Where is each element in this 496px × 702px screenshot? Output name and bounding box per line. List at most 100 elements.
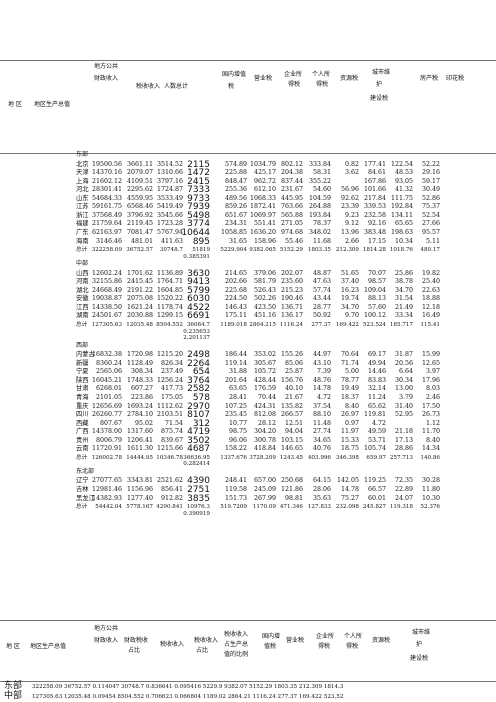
cell-value: 31.40 <box>394 402 413 410</box>
row-label: 甘肃 <box>76 385 89 393</box>
cell-value: 32155.86 <box>91 278 122 286</box>
cell-value: 1215.20 <box>156 351 183 359</box>
cell-value: 49.94 <box>367 359 386 367</box>
cell-value: 250.68 <box>280 477 303 485</box>
cell-value: 245.09 <box>253 486 276 493</box>
header-region: 地 区 <box>8 101 22 108</box>
cell-value: 255.36 <box>224 186 247 194</box>
cell-value: 158.22 <box>224 445 247 453</box>
cell-value: 2264 <box>187 358 210 369</box>
cell-value: 551.41 <box>253 220 276 228</box>
cell-value: 962.72 <box>253 177 276 185</box>
cell-value: 25.86 <box>394 269 413 277</box>
cell-value: 1814.28 <box>362 247 386 254</box>
summary-header-gdp: 地区生产总值 <box>30 643 67 650</box>
cell-value: 428.44 <box>253 376 276 384</box>
cell-value: 1206.41 <box>126 436 153 444</box>
cell-value: 119.81 <box>363 411 386 419</box>
cell-value: 18.37 <box>340 393 359 401</box>
cell-value: 2751 <box>187 485 210 495</box>
total-extra-row: 2.201137 <box>0 334 496 343</box>
cell-value: 859.26 <box>224 203 247 211</box>
cell-value: 37568.49 <box>91 211 122 219</box>
cell-value: 4.72 <box>371 419 386 427</box>
cell-value: 234.31 <box>224 220 247 228</box>
cell-value: 24668.49 <box>91 286 122 294</box>
cell-value: 16.49 <box>421 312 440 320</box>
cell-value: 19.82 <box>421 269 440 277</box>
cell-value: 10.34 <box>394 237 413 245</box>
row-label: 福建 <box>76 220 89 228</box>
table-row: 河南 32155.86 2415.45 1764.71 9413 202.66 581.79… <box>0 278 496 287</box>
cell-value: 6268.01 <box>95 385 122 393</box>
cell-value: 10976.3 <box>186 504 210 511</box>
table-row: 西藏 807.67 95.02 71.54 312 10.77 28.12 12.51 11.4… <box>0 419 496 429</box>
cell-value: 3343.81 <box>126 477 153 485</box>
total-row: 总计 54442.04 5778.167 4290.841 10976.3 519.720… <box>0 503 496 512</box>
cell-value: 14.46 <box>367 368 386 376</box>
summary-header-taxrev: 税收收入 <box>160 641 185 648</box>
cell-value: 119.25 <box>363 477 386 485</box>
cell-value: 41.32 <box>394 186 413 194</box>
cell-value: 30.49 <box>421 186 440 194</box>
cell-value: 7939 <box>187 202 210 213</box>
cell-value: 22.63 <box>421 286 440 294</box>
cell-value: 57.74 <box>312 286 331 294</box>
cell-value: 15.33 <box>340 436 359 444</box>
cell-value: 185.717 <box>389 322 413 328</box>
row-label: 湖南 <box>76 312 89 320</box>
cell-value: 38.78 <box>394 278 413 286</box>
cell-value: 8.40 <box>344 402 359 410</box>
cell-value: 35.63 <box>312 494 331 502</box>
cell-value: 84.61 <box>367 169 386 177</box>
summary-header-gdpshare3: 值的比例 <box>224 651 249 658</box>
cell-value: 169.422 <box>335 322 359 328</box>
total-extra-row: 0.235653 <box>0 328 496 337</box>
row-label: 四川 <box>76 411 89 419</box>
cell-value: 146.65 <box>280 445 303 453</box>
summary-header-gdpshare1: 税收收入 <box>224 631 249 638</box>
cell-value: 1170.09 <box>252 504 276 511</box>
cell-value: 14444.95 <box>126 454 153 461</box>
table-row: 陕西 16045.21 1748.33 1256.24 3764 201.64 428.44… <box>0 376 496 386</box>
cell-value: 47.63 <box>312 278 331 286</box>
cell-value: 1156.96 <box>126 486 153 493</box>
cell-value: 2119.45 <box>126 220 153 228</box>
cell-value: 2521.62 <box>156 477 183 485</box>
row-label: 陕西 <box>76 376 89 384</box>
cell-value: 333.84 <box>308 160 331 168</box>
cell-value: 75.27 <box>340 494 359 502</box>
cell-value: 31.88 <box>228 368 247 376</box>
cell-value: 1215.66 <box>156 445 183 453</box>
cell-value: 348.02 <box>308 228 331 236</box>
cell-value: 1621.24 <box>126 303 153 311</box>
summary-header-share1: 税收收入 <box>194 637 219 644</box>
cell-value: 202.07 <box>280 269 303 277</box>
cell-value: 215.23 <box>280 286 303 294</box>
cell-value: 28.86 <box>394 445 413 453</box>
cell-value: 25.87 <box>284 368 303 376</box>
cell-value: 1034.79 <box>249 160 276 168</box>
cell-value: 2103.51 <box>156 411 183 419</box>
summary-row-central: 中部 127305.63 12035.48 0.09454 8504.552 0… <box>0 691 496 702</box>
cell-value: 36636.95 <box>183 454 210 461</box>
header-business-tax: 营业税 <box>254 75 273 82</box>
cell-value: 69.17 <box>367 351 386 359</box>
cell-value: 11.80 <box>421 486 440 493</box>
cell-value: 471.346 <box>279 504 303 511</box>
cell-value: 52.54 <box>421 211 440 219</box>
cell-value: 1178.74 <box>156 303 183 311</box>
cell-value: 4719 <box>187 427 210 438</box>
cell-value: 5767.94 <box>156 228 183 236</box>
row-label: 广东 <box>76 228 89 236</box>
cell-value: 353.02 <box>253 351 276 359</box>
cell-value: 19500.56 <box>91 160 122 168</box>
cell-value: 5229.904 <box>220 247 247 254</box>
summary-header-tax2: 占比 <box>128 647 141 654</box>
summary-header-lf1: 地方公共 <box>94 625 119 632</box>
cell-value: 19.74 <box>340 295 359 303</box>
cell-value: 3797.16 <box>156 177 183 185</box>
cell-value: 6.64 <box>398 368 413 376</box>
cell-value: 127305.63 <box>91 322 122 328</box>
